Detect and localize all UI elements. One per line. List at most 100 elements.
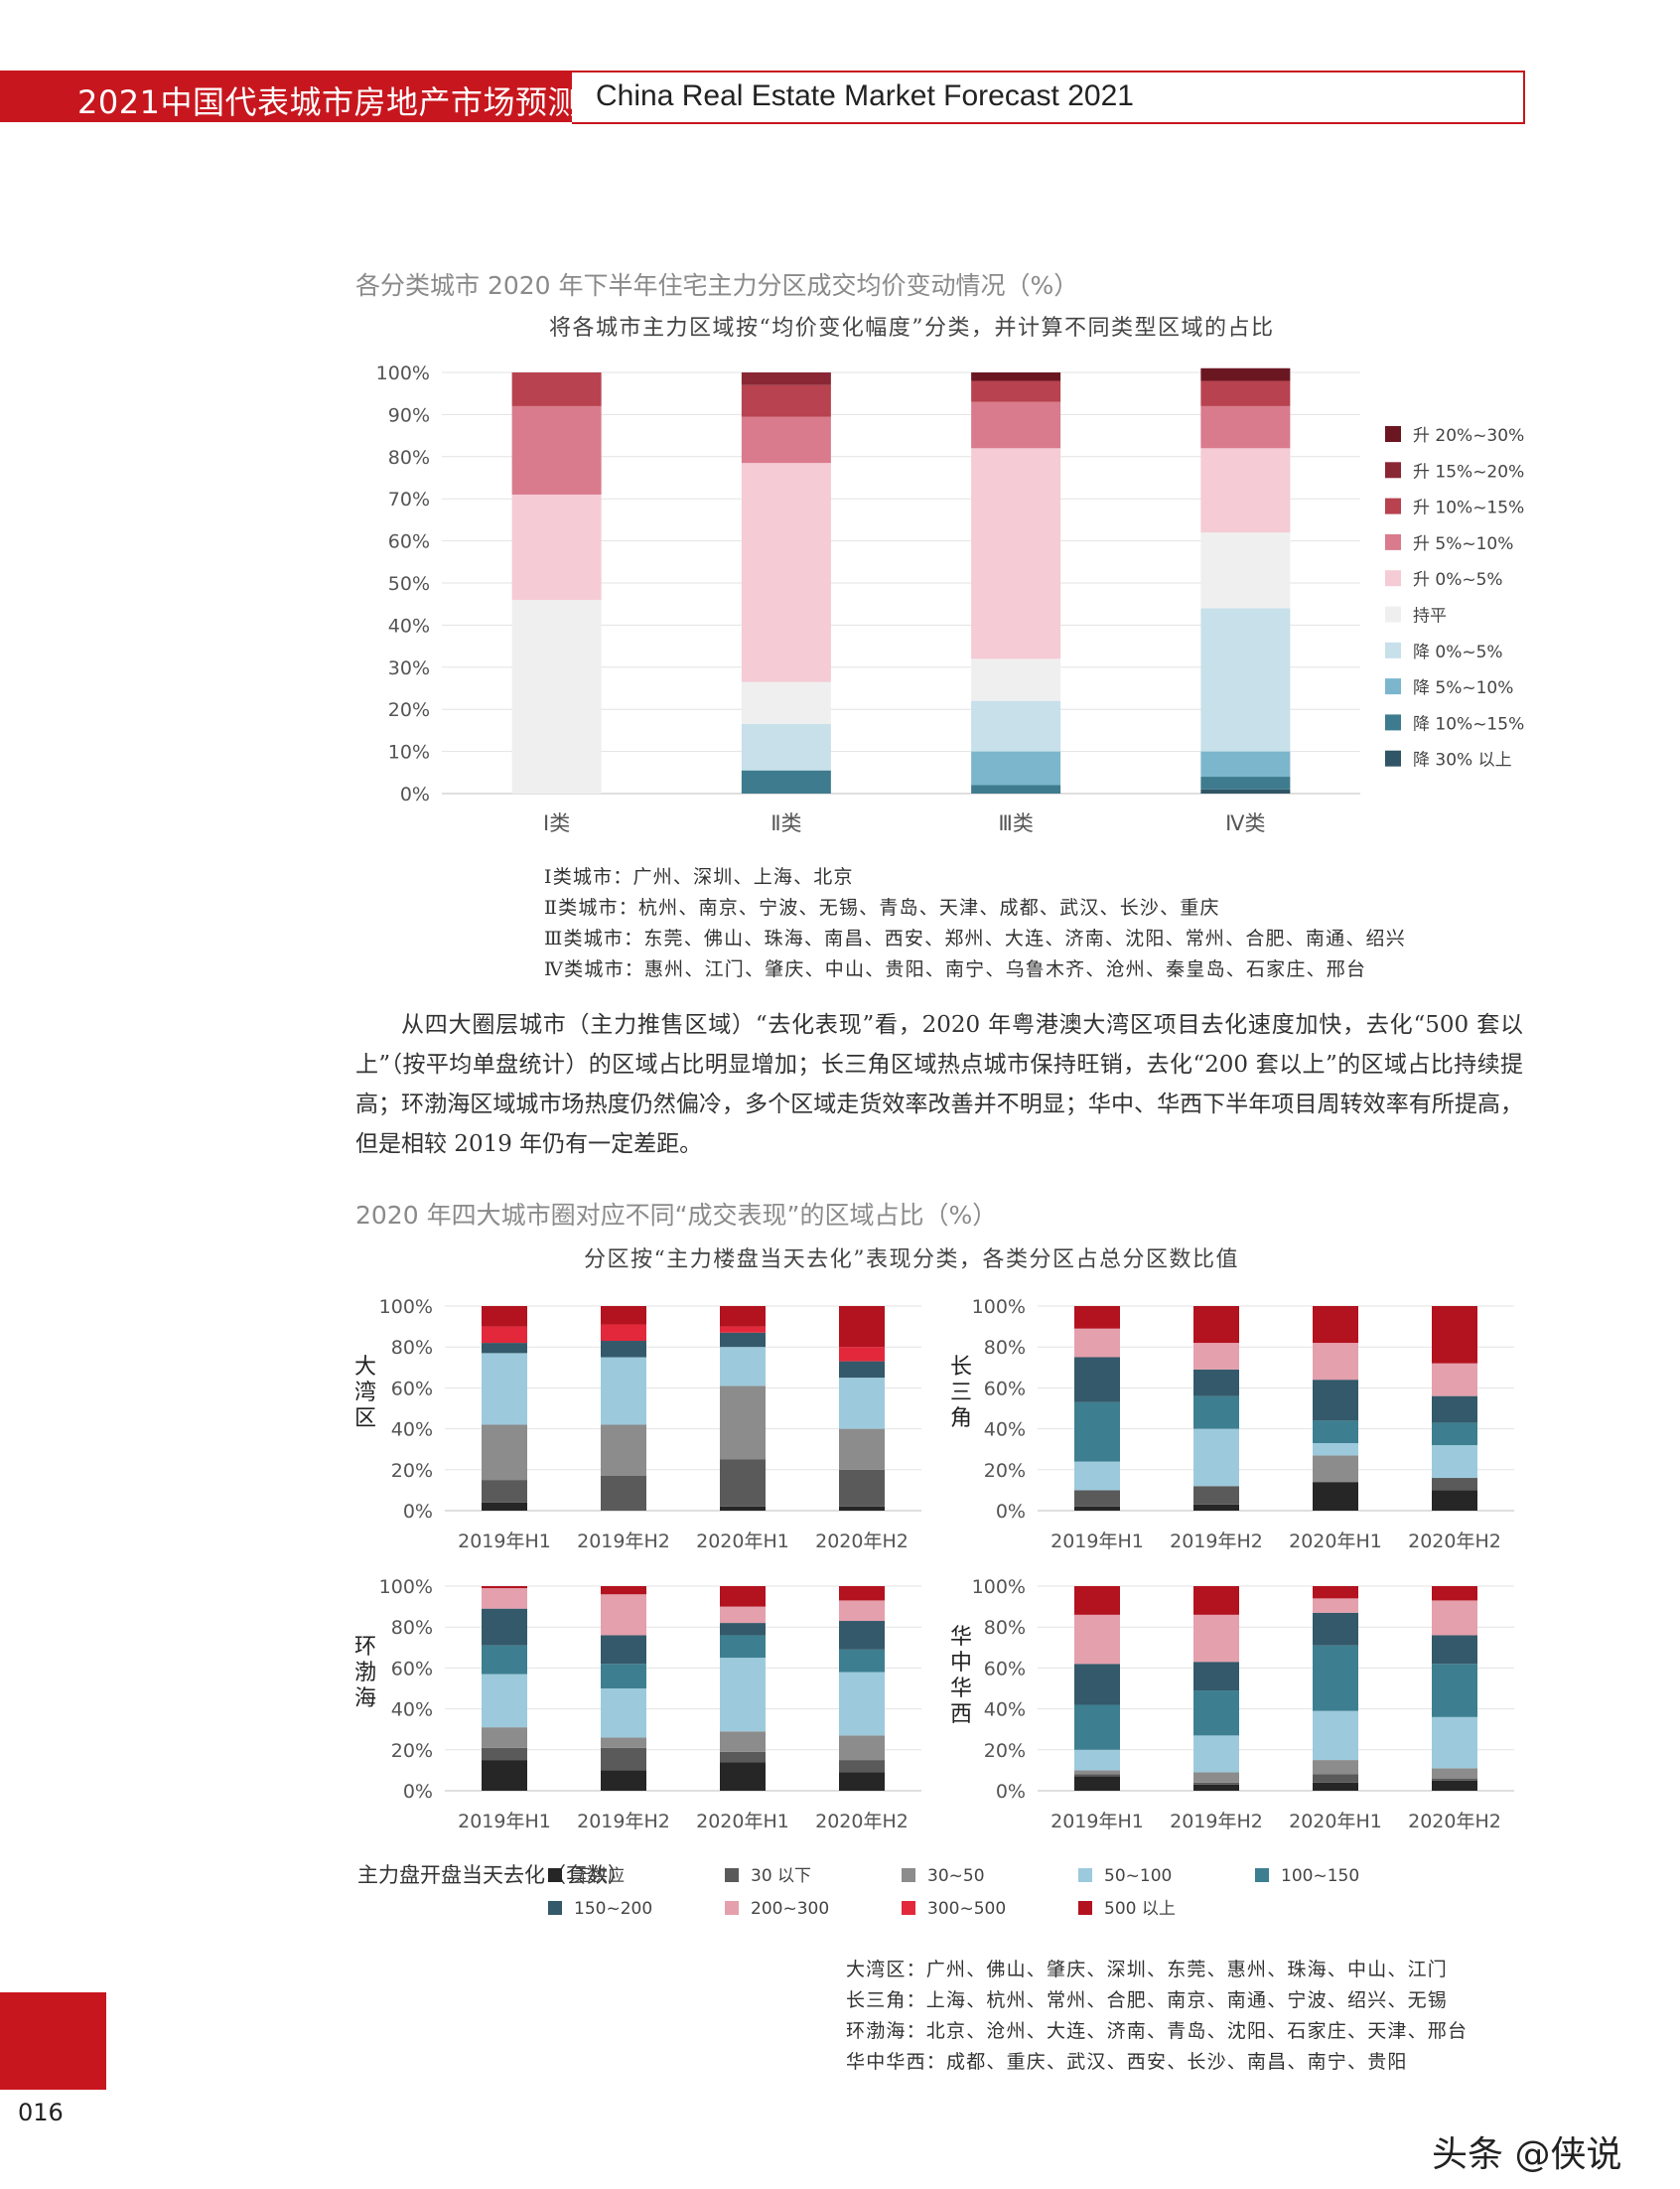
chart2-bar-segment — [839, 1672, 885, 1736]
chart2-legend-label: 100~150 — [1281, 1866, 1359, 1886]
chart2-region-label: 区 — [354, 1406, 376, 1431]
chart2-region-label: 西 — [950, 1702, 972, 1727]
chart2-xtick: 2020年H2 — [815, 1531, 909, 1552]
chart2-xtick: 2020年H2 — [1408, 1531, 1501, 1552]
chart2-bar-segment — [601, 1475, 646, 1511]
chart1-bar-segment — [971, 658, 1061, 701]
chart2-bar-segment — [601, 1664, 646, 1688]
chart2-bar-segment — [482, 1727, 527, 1748]
chart1-bar-segment — [1200, 380, 1291, 406]
chart1-legend-label: 降 30% 以上 — [1413, 751, 1512, 771]
chart2-bar-segment — [1313, 1306, 1358, 1344]
header-red-bar — [0, 71, 572, 122]
chart2-bar-segment — [601, 1341, 646, 1358]
chart2-bar-segment — [839, 1649, 885, 1673]
chart2-subtitle: 分区按“主力楼盘当天去化”表现分类，各类分区占总分区数比值 — [584, 1247, 1239, 1272]
chart2-ytick: 0% — [996, 1781, 1026, 1803]
chart1-bar-segment — [741, 416, 831, 464]
chart2-bar-segment — [482, 1586, 527, 1589]
chart2-bar-segment — [1432, 1363, 1477, 1396]
chart1-bar-segment — [1200, 789, 1291, 794]
chart2-ytick: 20% — [391, 1740, 433, 1762]
chart2-bar-segment — [482, 1608, 527, 1646]
chart1-note-3: Ⅲ类城市：东莞、佛山、珠海、南昌、西安、郑州、大连、济南、沈阳、常州、合肥、南通… — [544, 928, 1406, 949]
chart2-bar-segment — [1432, 1664, 1477, 1717]
chart2-bar-segment — [482, 1424, 527, 1481]
chart2-ytick: 100% — [379, 1576, 433, 1598]
chart1-bar-segment — [971, 785, 1061, 794]
page-corner-block — [0, 1992, 106, 2090]
chart2-bar-segment — [720, 1347, 766, 1386]
chart2-bar-segment — [482, 1760, 527, 1791]
chart2-bar-segment — [1193, 1369, 1239, 1396]
chart2-xtick: 2019年H2 — [577, 1811, 670, 1832]
chart2-bar-segment — [1074, 1328, 1120, 1358]
chart2-bar-segment — [1432, 1422, 1477, 1446]
chart2-bar-segment — [1193, 1690, 1239, 1736]
chart2-legend-swatch — [902, 1901, 915, 1915]
chart2-bar-segment — [1313, 1760, 1358, 1775]
chart2-legend-swatch — [1078, 1901, 1092, 1915]
chart1-ytick: 60% — [388, 531, 430, 553]
chart2-bar-segment — [1313, 1420, 1358, 1444]
chart2-bar-segment — [482, 1645, 527, 1675]
chart1-ytick: 20% — [388, 699, 430, 721]
chart2-bar-segment — [1074, 1664, 1120, 1705]
header-outline-box — [572, 71, 1525, 124]
chart2-bar-segment — [720, 1658, 766, 1732]
chart2-xtick: 2019年H1 — [458, 1531, 551, 1552]
chart1-xtick: Ⅱ类 — [770, 811, 801, 835]
chart2-bar-segment — [839, 1621, 885, 1650]
chart2-bar-segment — [1074, 1614, 1120, 1665]
chart1-bar-segment — [1200, 608, 1291, 752]
chart2-bar-segment — [601, 1324, 646, 1342]
chart2-bar-segment — [839, 1428, 885, 1470]
chart2-bar-segment — [839, 1347, 885, 1362]
chart1-note-2: Ⅱ类城市：杭州、南京、宁波、无锡、青岛、天津、成都、武汉、长沙、重庆 — [544, 897, 1220, 919]
chart2-legend-swatch — [902, 1868, 915, 1882]
chart2-bar-segment — [839, 1772, 885, 1791]
chart2-bar-segment — [601, 1635, 646, 1665]
chart2-bar-segment — [1074, 1704, 1120, 1750]
chart2-bar-segment — [839, 1735, 885, 1761]
chart1-legend-label: 降 5%~10% — [1413, 678, 1513, 698]
chart1-bar-segment — [741, 770, 831, 794]
chart1-bar-segment — [511, 372, 602, 406]
chart1-legend-swatch — [1385, 642, 1401, 658]
chart2-bar-segment — [1074, 1506, 1120, 1511]
chart1-svg: 0% 10% 20% 30% 40% 50% 60% 70% 80% 90% 100% Ⅰ类 Ⅱ类 Ⅲ类 Ⅳ… — [376, 363, 1525, 835]
page-number: 016 — [18, 2099, 64, 2126]
chart1-xtick: Ⅰ类 — [543, 811, 570, 835]
chart2-note-2: 长三角：上海、杭州、常州、合肥、南京、南通、宁波、绍兴、无锡 — [846, 1989, 1449, 2011]
chart2-bar-segment — [720, 1459, 766, 1507]
chart2-bar-segment — [601, 1737, 646, 1748]
chart2-legend-label: 30 以下 — [751, 1866, 811, 1886]
chart2-region-label: 角 — [950, 1406, 972, 1431]
chart1-bar-segment — [1200, 751, 1291, 778]
chart2-bar-segment — [839, 1600, 885, 1622]
chart2-bar-segment — [1074, 1749, 1120, 1771]
chart2-bar-segment — [1432, 1716, 1477, 1769]
chart2-bar-segment — [1313, 1343, 1358, 1381]
chart2-legend-label: 30~50 — [927, 1866, 985, 1886]
chart2-xtick: 2019年H1 — [1050, 1531, 1144, 1552]
chart2-bar-segment — [1432, 1778, 1477, 1781]
chart2-bar-segment — [1313, 1455, 1358, 1483]
chart1-bar-segment — [741, 681, 831, 725]
chart1-legend-swatch — [1385, 462, 1401, 479]
chart2-bar-segment — [482, 1306, 527, 1327]
chart1-bar-segment — [741, 384, 831, 417]
chart2-bar-segment — [1074, 1586, 1120, 1615]
chart2-bar-segment — [601, 1424, 646, 1476]
chart2-region-label: 三 — [950, 1381, 972, 1405]
chart1-ytick: 50% — [388, 573, 430, 595]
chart2-bar-segment — [1193, 1662, 1239, 1691]
chart1-legend-label: 持平 — [1413, 607, 1447, 627]
chart2-bar-segment — [482, 1502, 527, 1511]
chart1-ytick: 90% — [388, 404, 430, 426]
chart1-ytick: 80% — [388, 447, 430, 469]
chart2-legend-label: 200~300 — [751, 1899, 829, 1919]
chart1-bar-segment — [971, 448, 1061, 659]
chart1-legend-label: 降 10%~15% — [1413, 714, 1524, 734]
chart2-ytick: 0% — [403, 1781, 433, 1803]
